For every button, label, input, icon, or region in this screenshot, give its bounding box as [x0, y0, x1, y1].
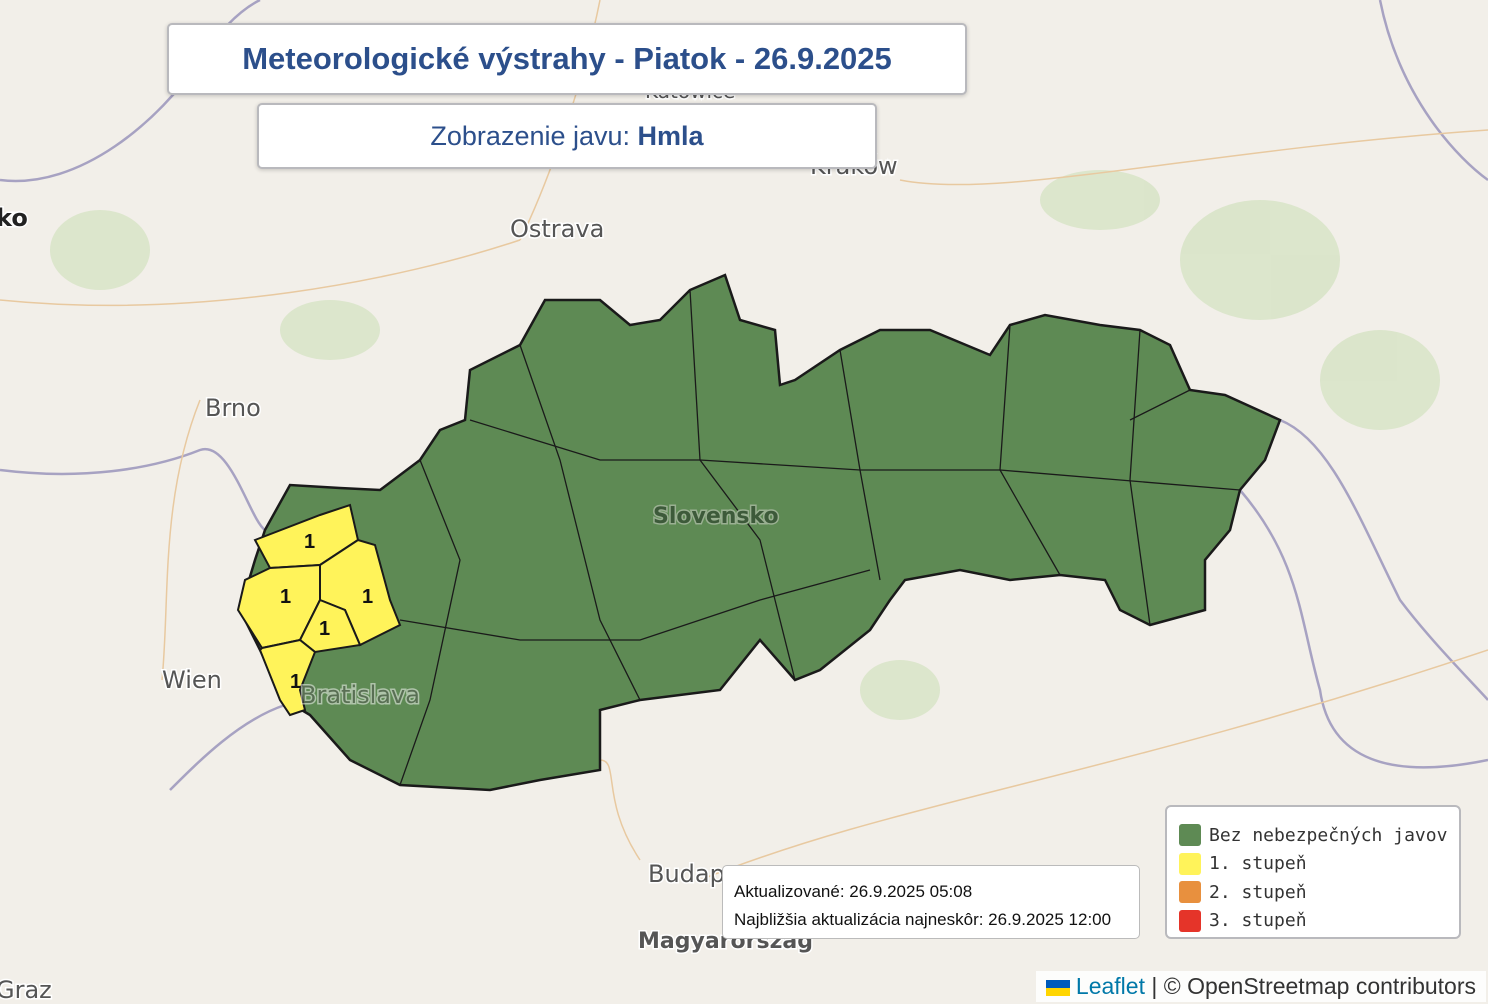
- phenomenon-value: Hmla: [637, 121, 704, 151]
- terrain: [50, 170, 1440, 720]
- update-info: Aktualizované: 26.9.2025 05:08 Najbližši…: [722, 865, 1140, 939]
- legend-label: 3. stupeň: [1209, 910, 1307, 932]
- city-label: ko: [0, 204, 28, 232]
- legend-label: 2. stupeň: [1209, 881, 1307, 903]
- city-label: Wien: [162, 666, 222, 694]
- warning-level-label: 1: [280, 586, 291, 608]
- phenomenon-display: Zobrazenie javu: Hmla: [257, 103, 877, 169]
- updated-text: Aktualizované: 26.9.2025 05:08: [734, 882, 973, 901]
- city-label: Budap: [648, 860, 725, 888]
- legend-swatch: [1179, 824, 1201, 847]
- legend-swatch: [1179, 909, 1201, 932]
- legend-item: 1. stupeň: [1179, 850, 1459, 879]
- page-title: Meteorologické výstrahy - Piatok - 26.9.…: [167, 23, 967, 95]
- phenomenon-label: Zobrazenie javu:: [430, 121, 631, 151]
- next-update-text: Najbližšia aktualizácia najneskôr: 26.9.…: [734, 910, 1112, 929]
- legend-label: 1. stupeň: [1209, 853, 1307, 875]
- legend-label: Bez nebezpečných javov: [1209, 824, 1448, 846]
- attribution: Leaflet | © OpenStreetmap contributors: [1035, 971, 1486, 1002]
- osm-attribution[interactable]: © OpenStreetmap contributors: [1163, 973, 1476, 999]
- warning-regions-level1[interactable]: [236, 503, 402, 717]
- legend-swatch: [1179, 881, 1201, 904]
- district-borders: [399, 289, 1241, 786]
- ukraine-flag-icon: [1045, 979, 1070, 996]
- warning-level-label: 1: [362, 586, 373, 608]
- city-label: Brno: [205, 394, 261, 422]
- legend-item: 3. stupeň: [1179, 907, 1459, 936]
- country-label: Slovensko: [653, 504, 779, 529]
- region-slovakia-no-warning[interactable]: [238, 273, 1282, 792]
- separator: |: [1151, 973, 1158, 999]
- city-label: Ostrava: [510, 215, 604, 243]
- city-label: Bratislava: [300, 681, 420, 709]
- city-label: Graz: [0, 976, 52, 1004]
- legend: Bez nebezpečných javov 1. stupeň 2. stup…: [1165, 805, 1461, 939]
- warning-level-label: 1: [290, 671, 301, 693]
- leaflet-link[interactable]: Leaflet: [1075, 973, 1145, 999]
- borders: [0, 0, 1488, 791]
- legend-item: 2. stupeň: [1179, 878, 1459, 907]
- legend-swatch: [1179, 852, 1201, 875]
- warning-level-label: 1: [304, 531, 315, 553]
- warning-level-label: 1: [319, 618, 330, 640]
- legend-item: Bez nebezpečných javov: [1179, 821, 1459, 850]
